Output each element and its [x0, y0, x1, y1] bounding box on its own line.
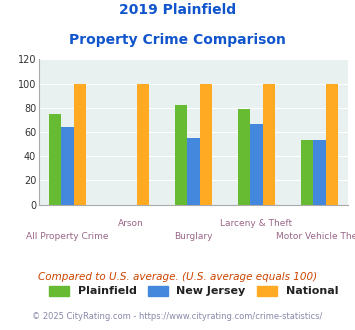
Bar	[137, 83, 149, 205]
Bar	[263, 83, 275, 205]
Text: Motor Vehicle Theft: Motor Vehicle Theft	[275, 232, 355, 241]
Bar	[326, 83, 338, 205]
Text: All Property Crime: All Property Crime	[26, 232, 109, 241]
Text: Arson: Arson	[118, 219, 143, 228]
Bar	[175, 105, 187, 205]
Bar	[301, 141, 313, 205]
Bar	[49, 114, 61, 205]
Text: Property Crime Comparison: Property Crime Comparison	[69, 33, 286, 47]
Bar	[61, 127, 74, 205]
Bar	[187, 138, 200, 205]
Legend: Plainfield, New Jersey, National: Plainfield, New Jersey, National	[49, 286, 338, 296]
Bar	[237, 109, 250, 205]
Text: 2019 Plainfield: 2019 Plainfield	[119, 3, 236, 17]
Text: Larceny & Theft: Larceny & Theft	[220, 219, 293, 228]
Text: Compared to U.S. average. (U.S. average equals 100): Compared to U.S. average. (U.S. average …	[38, 272, 317, 282]
Bar	[313, 141, 326, 205]
Bar	[74, 83, 86, 205]
Bar	[250, 123, 263, 205]
Text: Burglary: Burglary	[174, 232, 213, 241]
Bar	[200, 83, 212, 205]
Text: © 2025 CityRating.com - https://www.cityrating.com/crime-statistics/: © 2025 CityRating.com - https://www.city…	[32, 312, 323, 321]
